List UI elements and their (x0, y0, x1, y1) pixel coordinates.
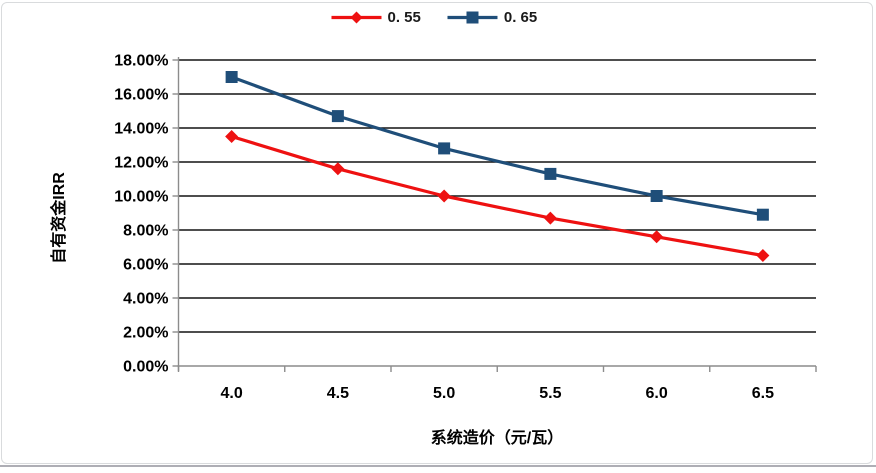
bottom-edge-line (0, 465, 876, 467)
legend-item-055: 0. 55 (330, 9, 421, 26)
legend-item-065: 0. 65 (447, 9, 537, 26)
legend-swatch-square-icon (447, 11, 498, 24)
series-055-marker (331, 162, 345, 176)
y-axis-tick-label: 14.00% (114, 121, 168, 138)
y-axis-tick-label: 18.00% (114, 53, 168, 70)
series-055-marker (437, 189, 451, 203)
series-065-marker (225, 71, 238, 83)
legend-label-055: 0. 55 (387, 9, 421, 26)
series-055-marker (225, 130, 239, 143)
y-axis-tick-label: 6.00% (123, 257, 168, 274)
x-axis-tick-label: 6.0 (646, 385, 668, 402)
y-axis-tick-label: 8.00% (123, 223, 168, 240)
series-055-marker (650, 230, 664, 244)
series-055-line (230, 134, 765, 258)
y-axis-title: 自有资金IRR (51, 172, 68, 264)
series-065-marker (438, 142, 451, 155)
x-axis-tick-label: 5.5 (539, 385, 561, 402)
y-axis-tick-label: 10.00% (114, 189, 168, 206)
series-055-marker (756, 249, 770, 262)
x-axis-tick-label: 5.0 (433, 385, 455, 402)
x-axis-tick-label: 4.0 (221, 385, 243, 402)
legend-label-065: 0. 65 (503, 9, 538, 26)
series-065-marker (756, 208, 769, 221)
y-axis-tick-label: 12.00% (114, 155, 168, 172)
y-axis-tick-label: 4.00% (123, 291, 168, 308)
series-055-marker (543, 211, 557, 225)
x-axis-tick-label: 4.5 (327, 385, 349, 402)
chart-legend: 0. 55 0. 65 (330, 9, 537, 26)
series-065-line (230, 75, 765, 217)
series-065-marker (544, 167, 557, 180)
x-axis-tick-label: 6.5 (752, 385, 774, 402)
series-065-marker (331, 110, 344, 123)
y-axis-tick-label: 2.00% (123, 325, 168, 342)
series-065-marker (650, 190, 663, 202)
x-axis-title: 系统造价（元/瓦） (430, 430, 564, 447)
legend-swatch-diamond-icon (331, 11, 382, 24)
y-axis-tick-label: 16.00% (114, 87, 168, 104)
y-axis-tick-label: 0.00% (123, 359, 168, 376)
